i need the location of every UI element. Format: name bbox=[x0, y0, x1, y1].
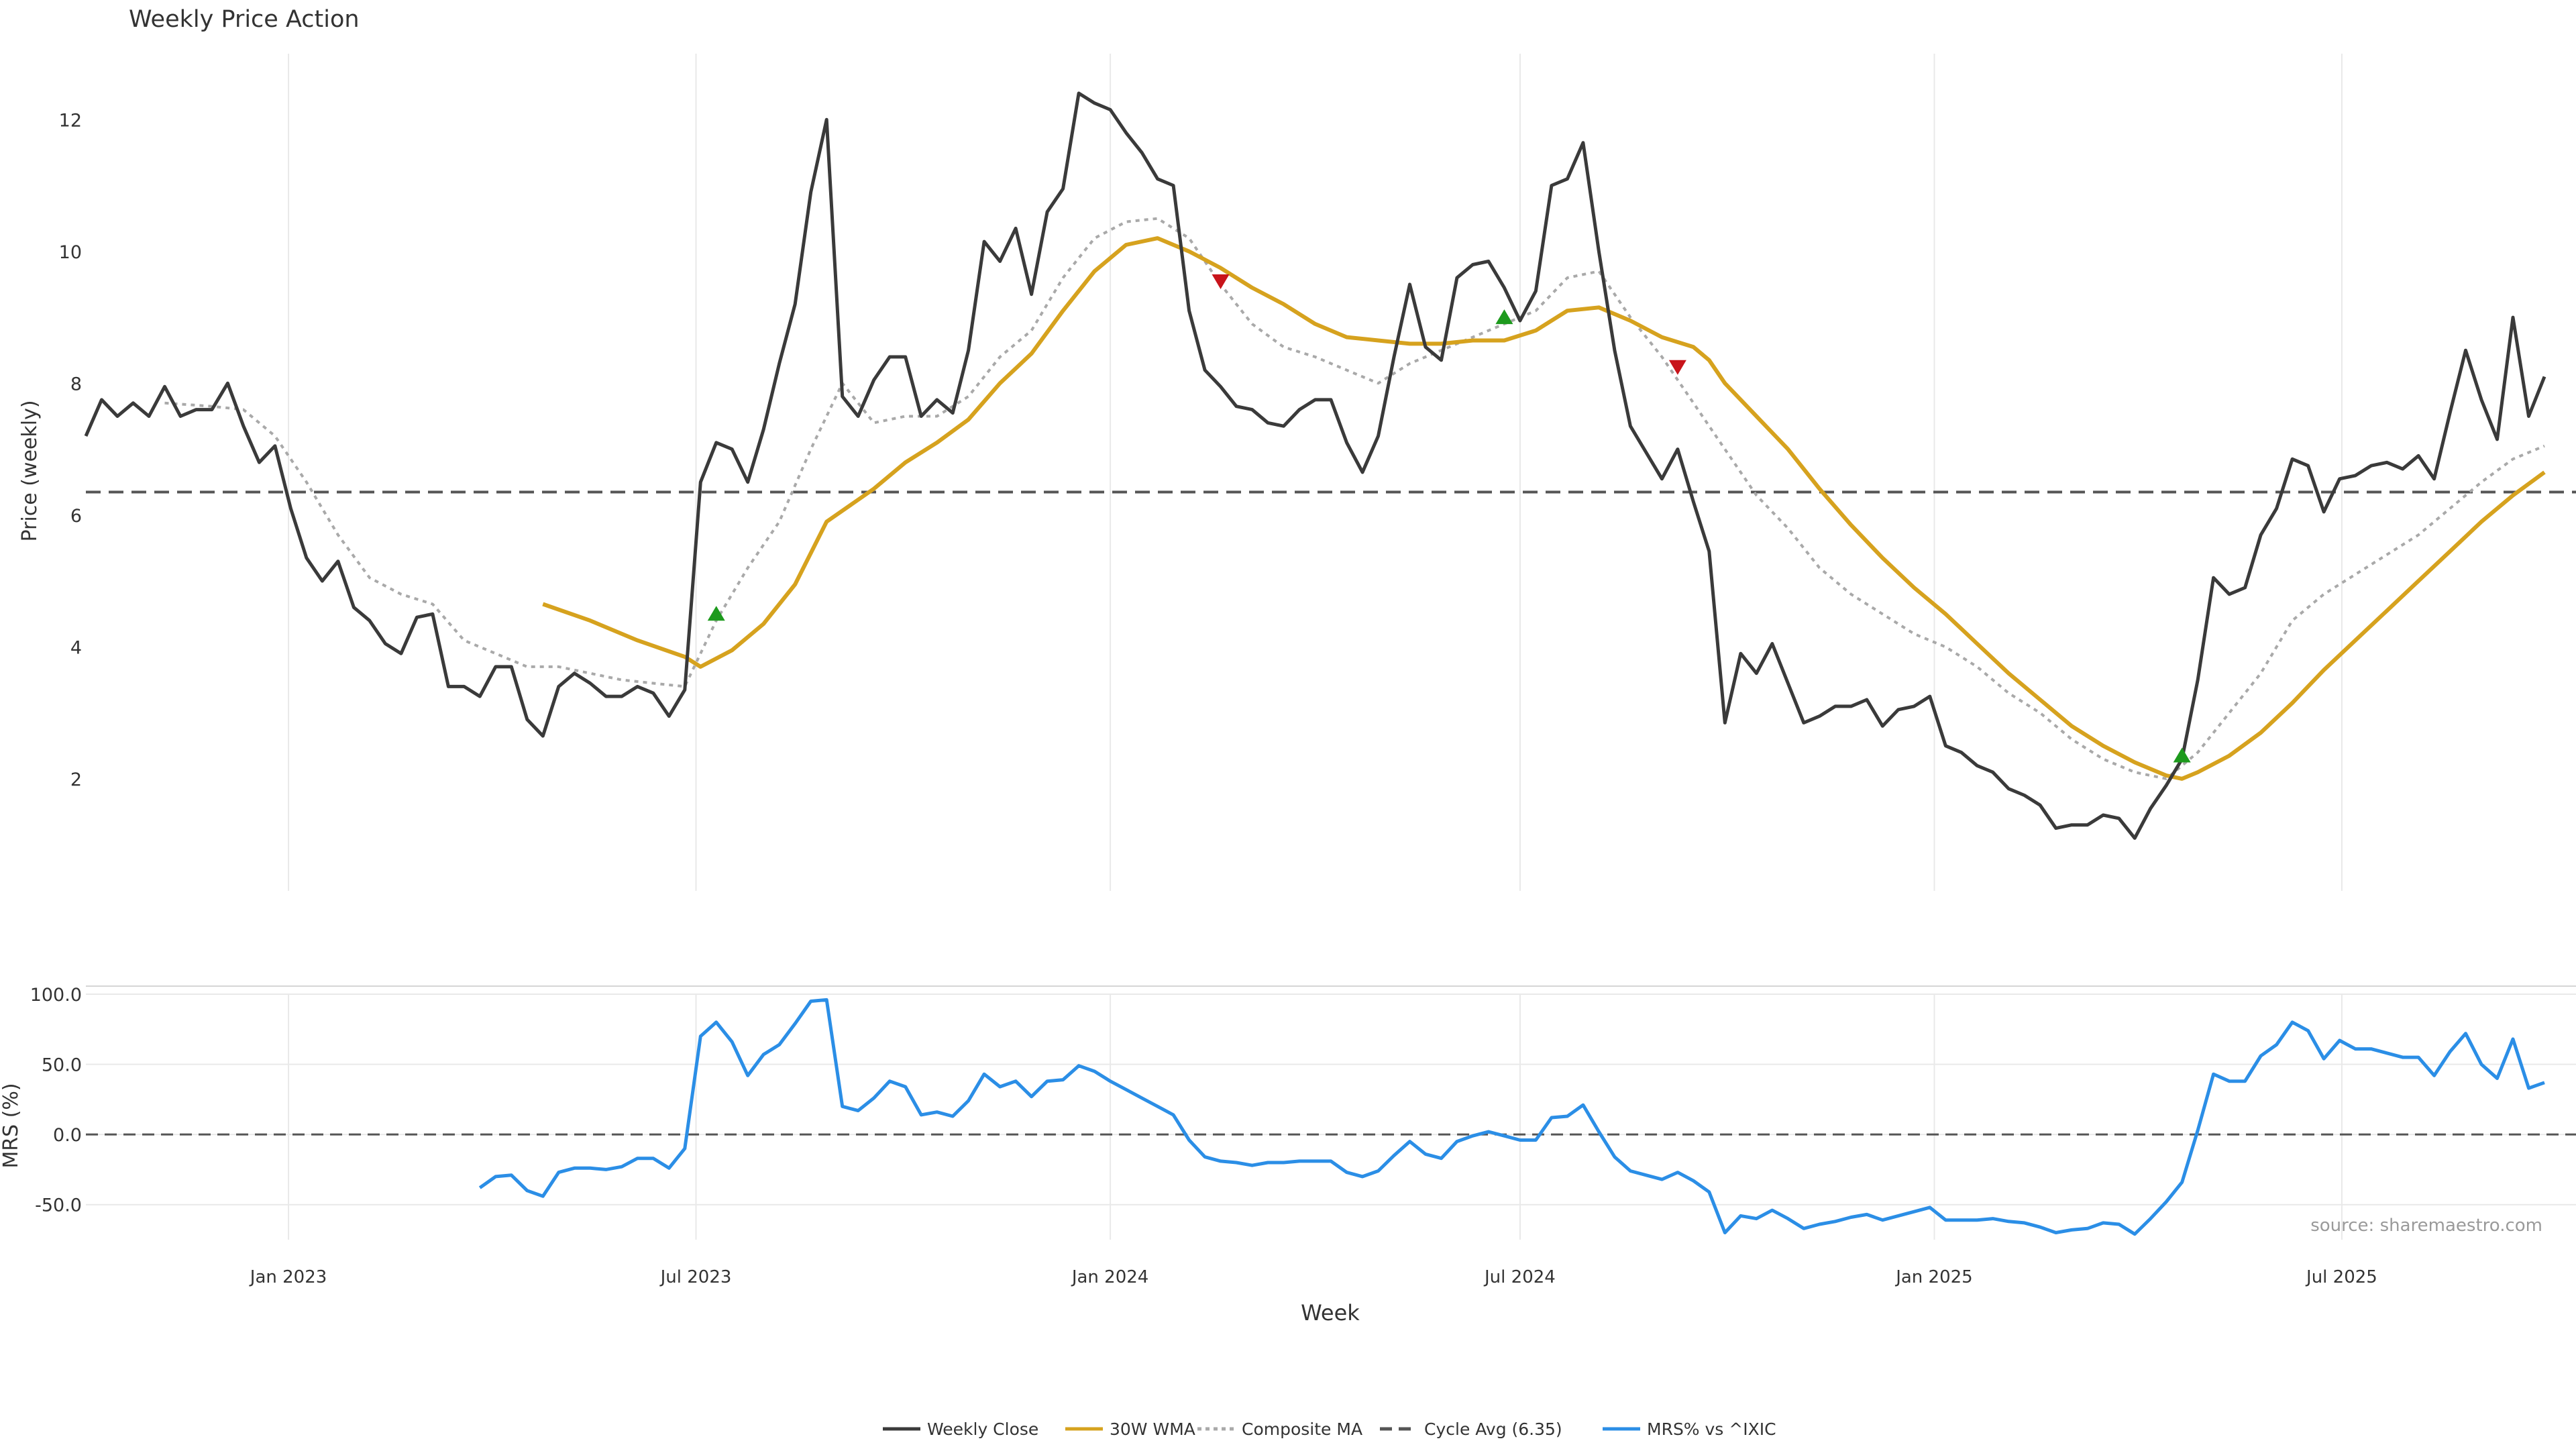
mrs-y-axis-label: MRS (%) bbox=[0, 1083, 23, 1168]
source-note: source: sharemaestro.com bbox=[2310, 1216, 2542, 1236]
legend-label-cycle-avg-6-35: Cycle Avg (6.35) bbox=[1424, 1419, 1562, 1439]
price-grid bbox=[288, 54, 2343, 891]
mrs-y-tick-label: 50.0 bbox=[42, 1055, 82, 1076]
chart-title: Weekly Price Action bbox=[129, 6, 360, 33]
30w-wma-line bbox=[542, 236, 2546, 781]
price-y-tick-label: 12 bbox=[59, 110, 82, 131]
price-y-tick-label: 4 bbox=[70, 637, 82, 658]
mrs-series bbox=[478, 998, 2545, 1236]
mrs-y-tick-label: -50.0 bbox=[35, 1195, 82, 1216]
signal-markers bbox=[707, 274, 2191, 763]
mrs-y-tick-label: 0.0 bbox=[53, 1125, 82, 1146]
buy-signal-marker bbox=[1495, 309, 1513, 325]
price-y-tick-labels: 2 4 6 8 10 12 bbox=[59, 110, 82, 790]
mrs-y-tick-label: 100.0 bbox=[30, 985, 82, 1006]
buy-signal-marker bbox=[707, 606, 725, 621]
x-tick-label: Jan 2024 bbox=[1071, 1267, 1149, 1287]
x-tick-labels: Jan 2023 Jul 2023 Jan 2024 Jul 2024 Jan 2025… bbox=[249, 1267, 2377, 1287]
composite-ma-line bbox=[164, 217, 2545, 780]
x-axis-label: Week bbox=[1301, 1300, 1360, 1326]
price-y-tick-label: 2 bbox=[70, 769, 82, 790]
legend-label-30w-wma: 30W WMA bbox=[1110, 1419, 1195, 1439]
weekly-close-line bbox=[84, 91, 2546, 840]
x-tick-label: Jul 2025 bbox=[2305, 1267, 2377, 1287]
sell-signal-marker bbox=[1668, 360, 1686, 375]
x-tick-label: Jul 2023 bbox=[659, 1267, 732, 1287]
price-series bbox=[84, 91, 2576, 840]
mrs-y-tick-labels: 100.0 50.0 0.0 -50.0 bbox=[30, 985, 82, 1216]
mrs-line bbox=[478, 998, 2545, 1236]
legend-label-composite-ma: Composite MA bbox=[1242, 1419, 1362, 1439]
legend: Weekly Close 30W WMA Composite MA Cycle Avg… bbox=[883, 1419, 1776, 1439]
legend-label-mrs-vs-ixic: MRS% vs ^IXIC bbox=[1647, 1419, 1776, 1439]
buy-signal-marker bbox=[2173, 747, 2191, 763]
legend-label-weekly-close: Weekly Close bbox=[927, 1419, 1038, 1439]
x-tick-label: Jan 2025 bbox=[1894, 1267, 1973, 1287]
x-tick-label: Jan 2023 bbox=[249, 1267, 327, 1287]
x-tick-label: Jul 2024 bbox=[1483, 1267, 1556, 1287]
price-y-tick-label: 10 bbox=[59, 242, 82, 263]
sell-signal-marker bbox=[1212, 274, 1230, 290]
price-y-tick-label: 6 bbox=[70, 506, 82, 527]
price-y-tick-label: 8 bbox=[70, 374, 82, 394]
price-y-axis-label: Price (weekly) bbox=[18, 400, 42, 541]
mrs-grid bbox=[86, 994, 2576, 1240]
